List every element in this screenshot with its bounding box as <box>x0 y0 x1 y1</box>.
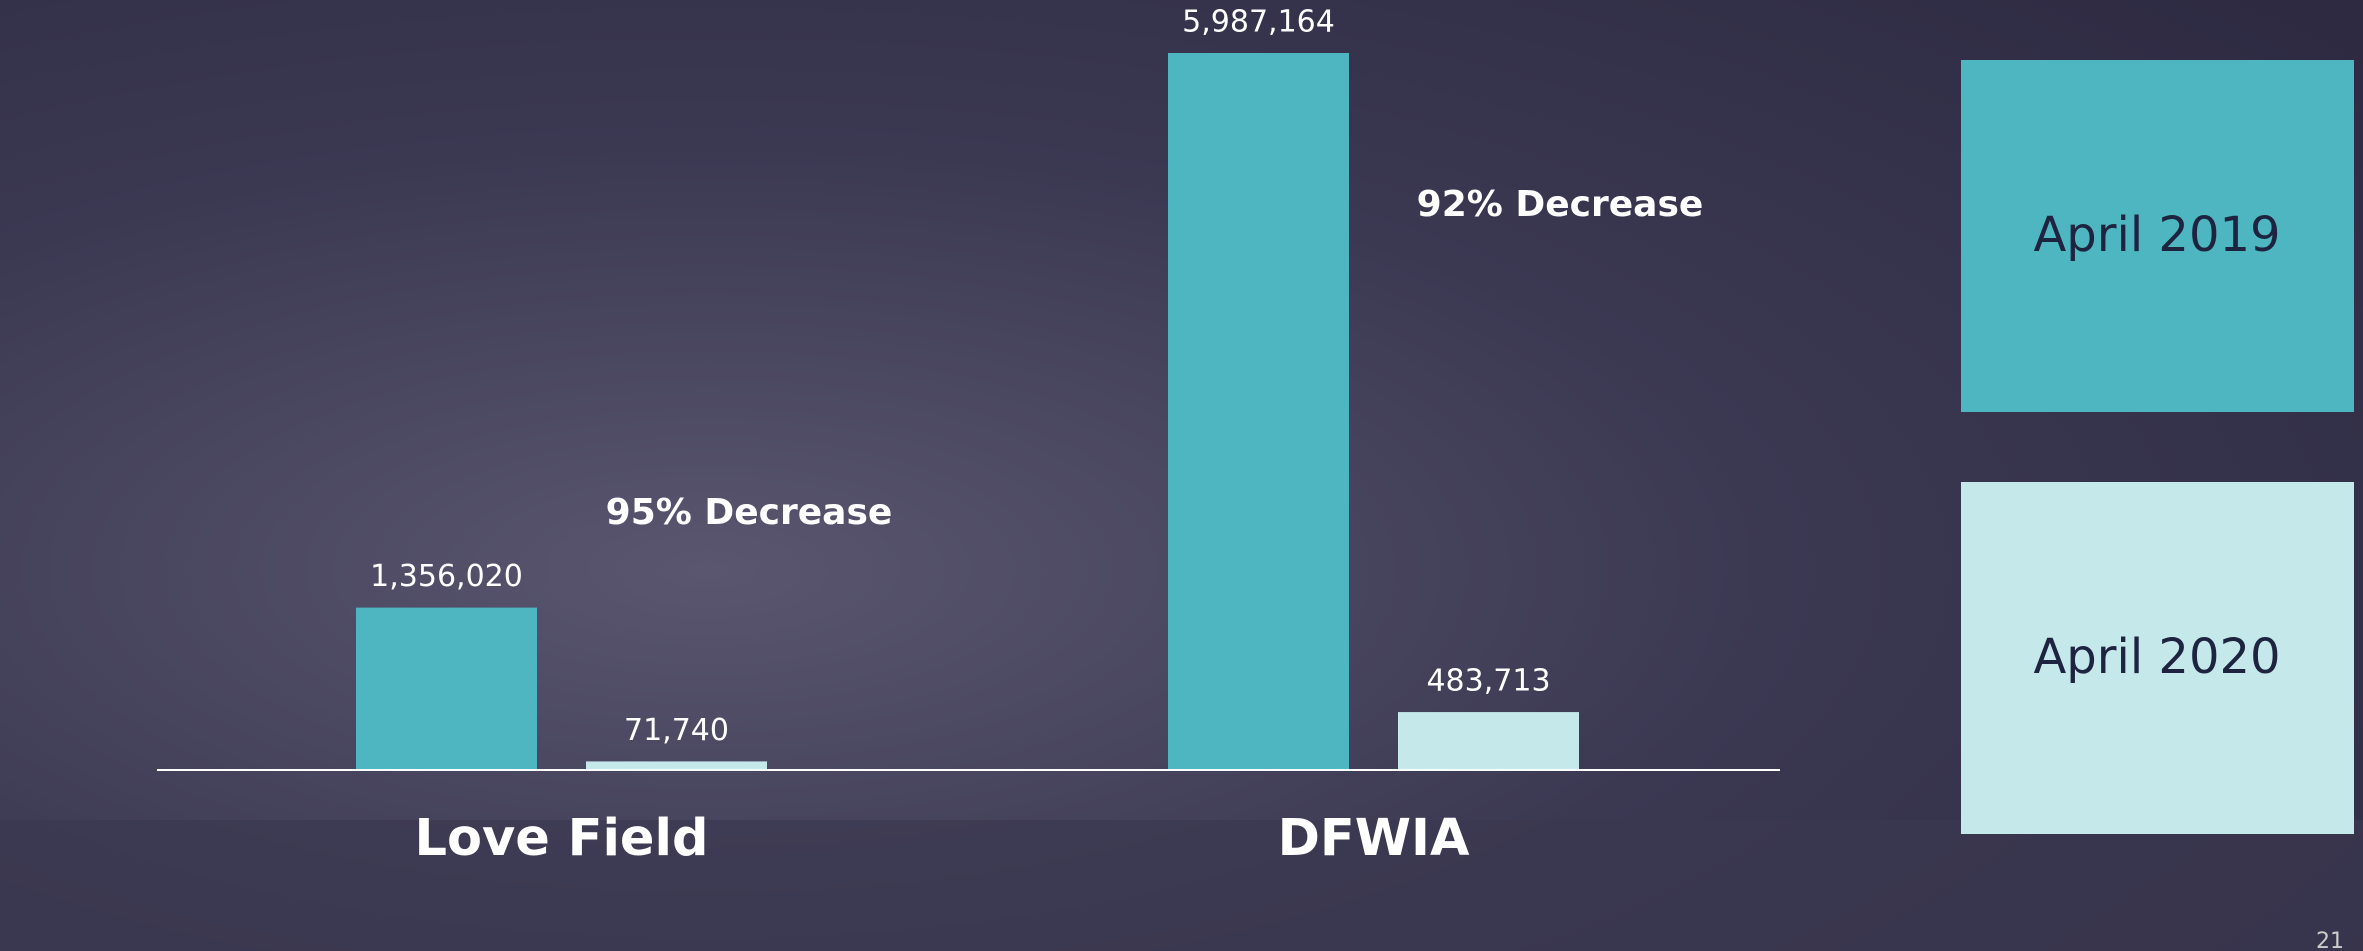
value-label: 71,740 <box>624 713 729 748</box>
bar <box>1398 712 1579 770</box>
legend-box <box>1961 60 2354 412</box>
value-label: 5,987,164 <box>1182 5 1335 40</box>
page-number: 21 <box>2316 929 2344 951</box>
annotation: 92% Decrease <box>1417 184 1704 225</box>
annotation: 95% Decrease <box>606 492 893 533</box>
bar <box>1168 53 1349 770</box>
ground <box>0 820 2363 951</box>
bar <box>586 761 767 770</box>
category-label: Love Field <box>414 809 708 868</box>
legend-label: April 2019 <box>2033 207 2280 263</box>
value-label: 483,713 <box>1426 664 1550 699</box>
bar <box>356 607 537 770</box>
category-label: DFWIA <box>1278 809 1470 868</box>
legend-box <box>1961 482 2354 834</box>
legend-label: April 2020 <box>2033 629 2280 685</box>
value-label: 1,356,020 <box>370 559 523 594</box>
